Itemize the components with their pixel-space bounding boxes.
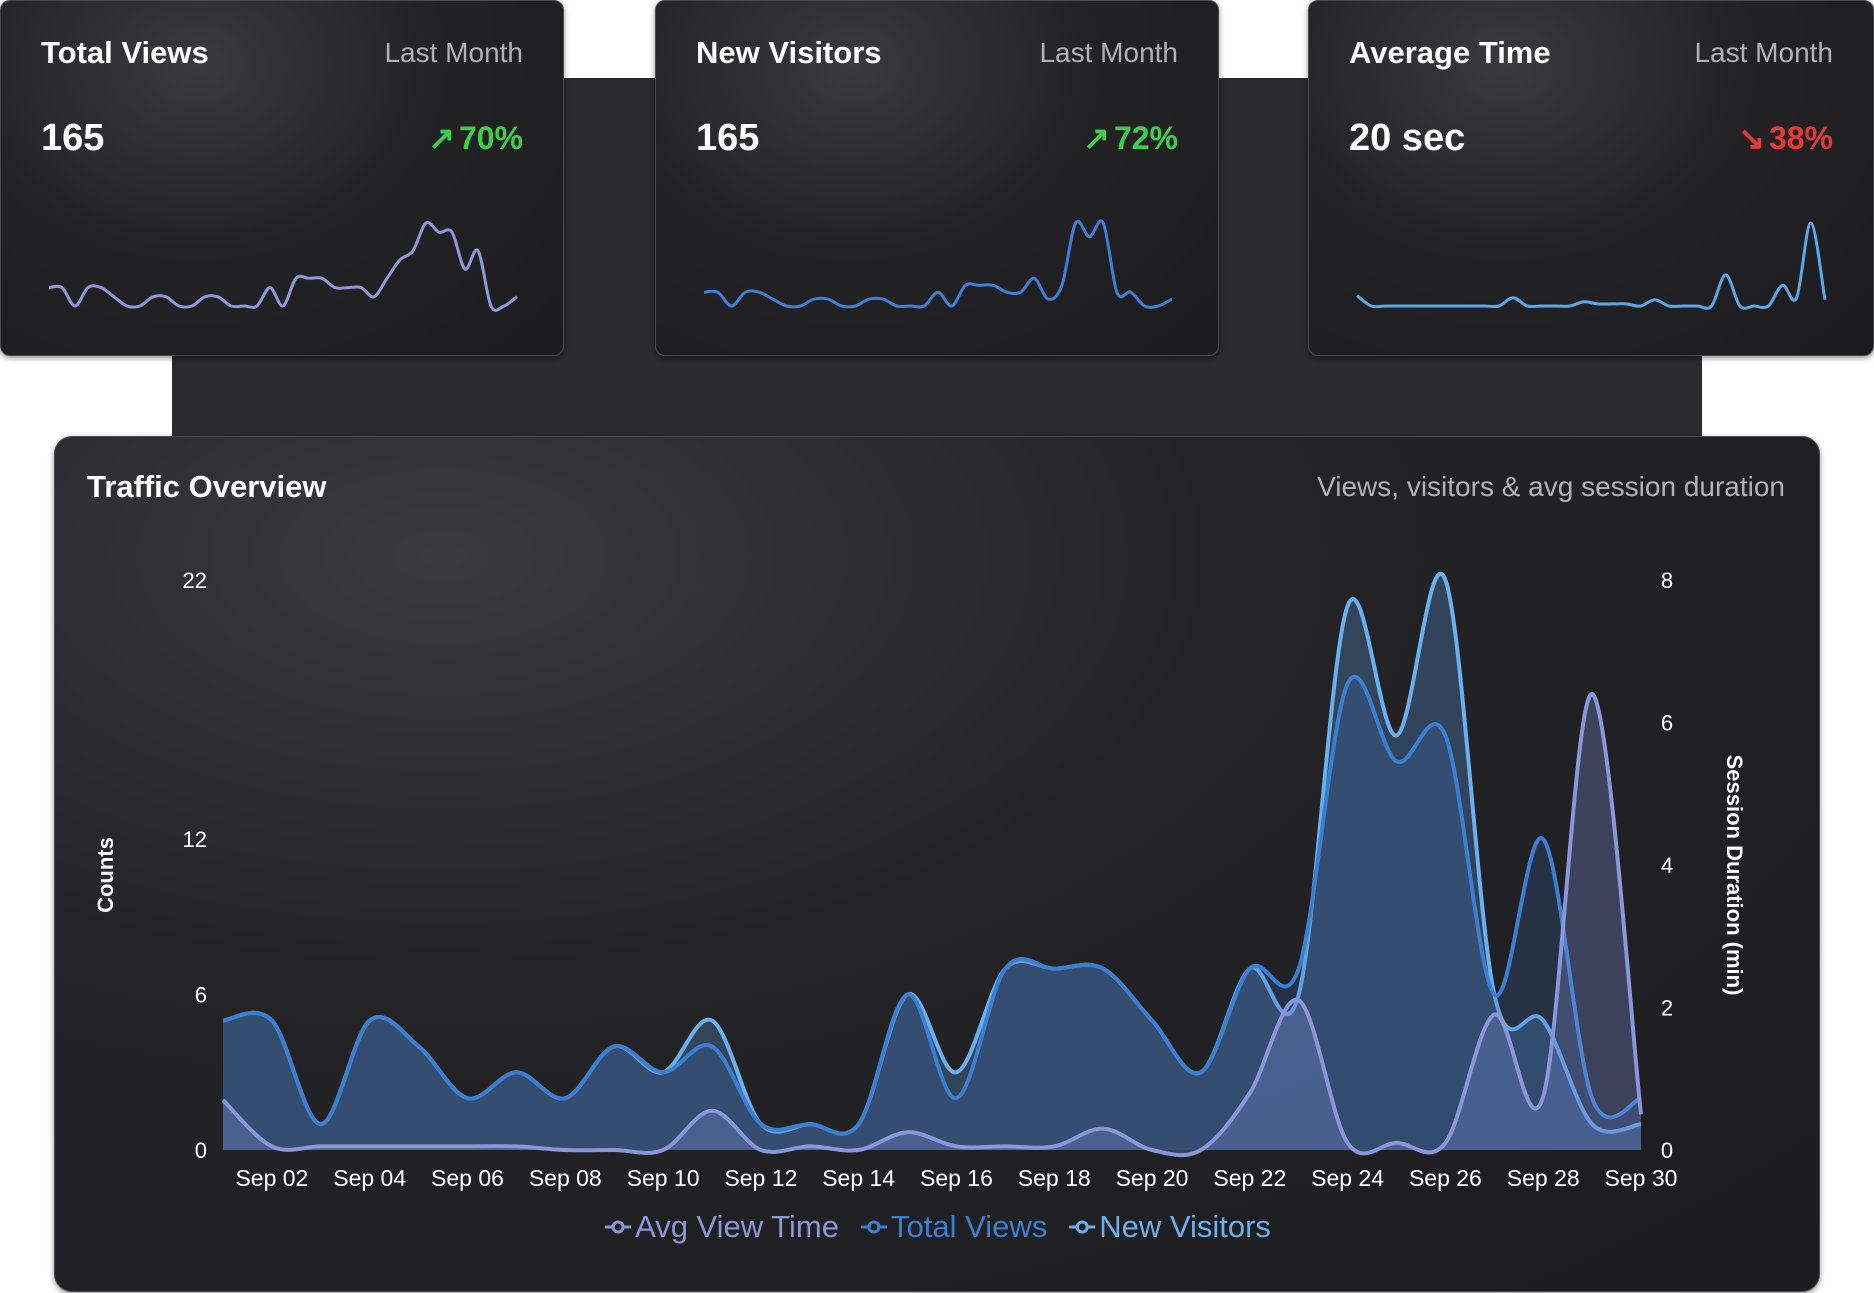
total-views-card: Total Views Last Month 165 ↗ 70% <box>0 0 564 356</box>
trend-percent: 38% <box>1768 120 1833 156</box>
x-tick-label: Sep 12 <box>724 1165 797 1191</box>
trend-percent: 70% <box>458 120 523 156</box>
legend-label[interactable]: Avg View Time <box>635 1209 839 1244</box>
traffic-overview-panel: 0 6 12 22 0 2 4 6 8 Counts Session Duration (min) S… <box>54 436 1820 1292</box>
x-tick-label: Sep 06 <box>431 1165 504 1191</box>
total-views-area <box>223 676 1641 1150</box>
legend-label[interactable]: New Visitors <box>1099 1209 1271 1244</box>
x-tick-label: Sep 04 <box>333 1165 406 1191</box>
card-value: 165 <box>41 117 105 159</box>
x-tick-label: Sep 20 <box>1116 1165 1189 1191</box>
x-tick-label: Sep 18 <box>1018 1165 1091 1191</box>
avg-view-time-area <box>223 693 1641 1156</box>
average-time-sparkline <box>1356 221 1827 310</box>
y-left-tick-label: 12 <box>183 827 207 852</box>
average-time-card: Average Time Last Month 20 sec ↘ 38% <box>1308 0 1874 356</box>
panel-subtitle: Views, visitors & avg session duration <box>1317 471 1785 502</box>
traffic-overview-chart: 0 6 12 22 0 2 4 6 8 Counts Session Duration (min) S… <box>93 568 1747 1244</box>
trend-badge: ↗ 70% <box>428 119 523 157</box>
card-period: Last Month <box>1039 37 1178 68</box>
y-right-axis-title: Session Duration (min) <box>1722 755 1747 996</box>
sparkline-path <box>703 219 1173 309</box>
trend-up-icon: ↗ <box>1083 120 1110 156</box>
x-tick-label: Sep 30 <box>1605 1165 1678 1191</box>
chart-legend: Avg View Time Total Views New Visitors <box>605 1209 1271 1244</box>
card-value: 20 sec <box>1349 117 1466 159</box>
sparkline-path <box>48 221 518 312</box>
card-title: Average Time <box>1349 35 1551 70</box>
y-right-tick-label: 0 <box>1661 1138 1673 1163</box>
x-tick-label: Sep 02 <box>235 1165 308 1191</box>
new-visitors-card: New Visitors Last Month 165 ↗ 72% <box>655 0 1219 356</box>
y-right-tick-label: 6 <box>1661 711 1673 736</box>
trend-down-icon: ↘ <box>1738 120 1765 156</box>
legend-marker-dot <box>611 1220 625 1234</box>
x-tick-label: Sep 22 <box>1213 1165 1286 1191</box>
x-tick-label: Sep 08 <box>529 1165 602 1191</box>
card-period: Last Month <box>384 37 523 68</box>
x-tick-label: Sep 10 <box>627 1165 700 1191</box>
card-title: Total Views <box>41 35 209 70</box>
x-tick-label: Sep 26 <box>1409 1165 1482 1191</box>
avg-view-time-line <box>221 691 1643 1158</box>
x-tick-label: Sep 28 <box>1507 1165 1580 1191</box>
y-left-tick-label: 0 <box>195 1138 207 1163</box>
card-period: Last Month <box>1694 37 1833 68</box>
y-right-tick-label: 4 <box>1661 853 1673 878</box>
card-value: 165 <box>696 117 760 159</box>
legend-label[interactable]: Total Views <box>891 1209 1047 1244</box>
new-visitors-sparkline <box>703 219 1173 309</box>
legend-marker-dot <box>1075 1220 1089 1234</box>
sparkline-path <box>1356 221 1827 310</box>
x-tick-label: Sep 24 <box>1311 1165 1384 1191</box>
y-left-tick-label: 22 <box>183 568 207 593</box>
trend-up-icon: ↗ <box>428 120 455 156</box>
y-left-axis-title: Counts <box>93 837 118 913</box>
y-right-tick-label: 8 <box>1661 568 1673 593</box>
total-views-line <box>222 674 1642 1136</box>
y-left-tick-label: 6 <box>195 983 207 1008</box>
trend-percent: 72% <box>1113 120 1178 156</box>
trend-badge: ↗ 72% <box>1083 119 1178 157</box>
x-tick-label: Sep 16 <box>920 1165 993 1191</box>
y-right-tick-label: 2 <box>1661 996 1673 1021</box>
legend-marker-dot <box>867 1220 881 1234</box>
card-title: New Visitors <box>696 35 882 70</box>
trend-badge: ↘ 38% <box>1738 119 1833 157</box>
x-tick-label: Sep 14 <box>822 1165 895 1191</box>
panel-title: Traffic Overview <box>87 469 327 504</box>
total-views-sparkline <box>48 221 518 312</box>
